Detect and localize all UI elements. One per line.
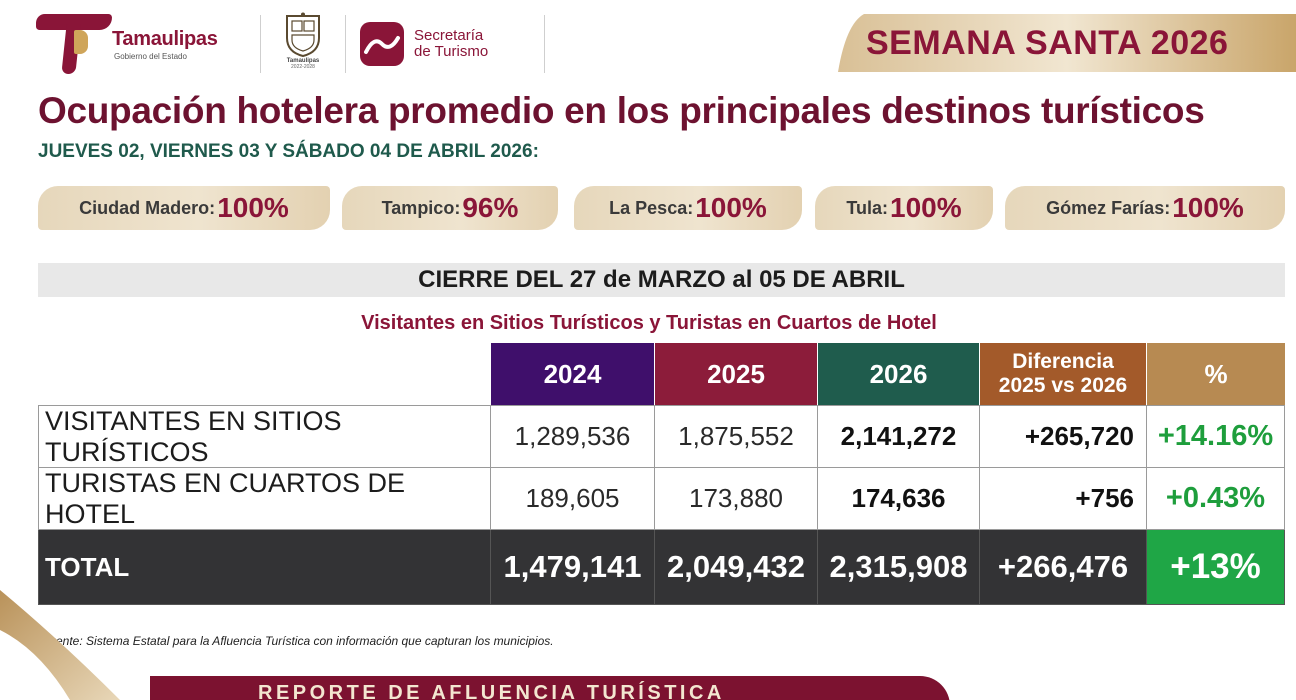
cell-turistas-2025: 173,880	[655, 468, 818, 530]
row-label-turistas: TURISTAS EN CUARTOS DE HOTEL	[38, 468, 491, 530]
brand-subtitle: Gobierno del Estado	[114, 51, 187, 61]
cell-visitantes-diff: +265,720	[980, 405, 1147, 468]
occupancy-pill-tula: Tula: 100%	[815, 186, 993, 230]
tourism-line-1: Secretaría	[414, 27, 484, 44]
tamaulipas-logo: Tamaulipas Gobierno del Estado	[36, 12, 246, 76]
cell-total-2026: 2,315,908	[818, 530, 980, 605]
cell-total-2024: 1,479,141	[491, 530, 655, 605]
source-note: Fuente: Sistema Estatal para la Afluenci…	[42, 634, 554, 648]
page-subtitle: JUEVES 02, VIERNES 03 Y SÁBADO 04 DE ABR…	[38, 141, 539, 162]
logo-divider	[345, 15, 346, 73]
brand-name: Tamaulipas	[112, 27, 218, 50]
seal-years: 2022-2028	[291, 64, 315, 70]
occupancy-value: 96%	[462, 192, 519, 223]
cell-visitantes-pct: +14.16%	[1147, 405, 1285, 468]
state-seal: Tamaulipas 2022-2028	[275, 12, 331, 76]
banner-text: SEMANA SANTA 2026	[866, 24, 1229, 62]
cell-visitantes-2024: 1,289,536	[491, 405, 655, 468]
secretaria-turismo-logo: Secretaría de Turismo	[360, 22, 530, 66]
cell-turistas-pct: +0.43%	[1147, 468, 1285, 530]
cell-turistas-2026: 174,636	[818, 468, 980, 530]
coat-of-arms-icon	[286, 12, 320, 58]
occupancy-destination: Tula:	[846, 197, 889, 218]
header-difference-line1: Diferencia	[1012, 350, 1114, 373]
banner-shape	[838, 14, 1296, 72]
occupancy-value: 100%	[890, 192, 962, 223]
occupancy-pill-tampico: Tampico: 96%	[342, 186, 558, 230]
decorative-swoosh	[0, 590, 120, 700]
header-logos: Tamaulipas Gobierno del Estado Tamaulipa…	[36, 12, 559, 76]
tamaulipas-t-icon	[36, 12, 112, 76]
header-2024: 2024	[491, 343, 654, 405]
header-2025: 2025	[655, 343, 817, 405]
semana-santa-banner: SEMANA SANTA 2026	[838, 14, 1296, 72]
tourism-line-2: de Turismo	[414, 43, 489, 60]
header-difference-line2: 2025 vs 2026	[998, 374, 1128, 397]
occupancy-pill-la-pesca: La Pesca: 100%	[574, 186, 802, 230]
cell-total-2025: 2,049,432	[655, 530, 818, 605]
closing-period-text: CIERRE DEL 27 de MARZO al 05 DE ABRIL	[418, 266, 905, 293]
occupancy-pill-ciudad-madero: Ciudad Madero: 100%	[38, 186, 330, 230]
cell-total-diff: +266,476	[980, 530, 1147, 605]
occupancy-value: 100%	[695, 192, 767, 223]
page-title: Ocupación hotelera promedio en los princ…	[38, 90, 1205, 131]
footer-band-text: REPORTE DE AFLUENCIA TURÍSTICA	[258, 682, 725, 700]
occupancy-destination: Ciudad Madero:	[79, 197, 216, 218]
header-2026: 2026	[818, 343, 979, 405]
table-caption: Visitantes en Sitios Turísticos y Turist…	[361, 312, 937, 334]
header-percent: %	[1147, 343, 1285, 405]
closing-period-bar: CIERRE DEL 27 de MARZO al 05 DE ABRIL	[38, 263, 1285, 297]
occupancy-value: 100%	[217, 192, 289, 223]
turismo-wave-icon	[360, 22, 404, 66]
occupancy-pill-gomez-farias: Gómez Farías: 100%	[1005, 186, 1285, 230]
cell-visitantes-2025: 1,875,552	[655, 405, 818, 468]
occupancy-destination: Tampico:	[381, 197, 461, 218]
cell-turistas-diff: +756	[980, 468, 1147, 530]
occupancy-destination: Gómez Farías:	[1046, 197, 1171, 218]
occupancy-destination: La Pesca:	[609, 197, 694, 218]
row-label-total: TOTAL	[38, 530, 491, 605]
logo-divider	[544, 15, 545, 73]
occupancy-value: 100%	[1172, 192, 1244, 223]
footer-band: REPORTE DE AFLUENCIA TURÍSTICA	[150, 676, 950, 700]
header-difference: Diferencia 2025 vs 2026	[980, 343, 1146, 405]
cell-visitantes-2026: 2,141,272	[818, 405, 980, 468]
cell-turistas-2024: 189,605	[491, 468, 655, 530]
row-label-visitantes: VISITANTES EN SITIOS TURÍSTICOS	[38, 405, 491, 468]
seal-name: Tamaulipas	[286, 58, 320, 64]
cell-total-pct: +13%	[1147, 530, 1285, 605]
logo-divider	[260, 15, 261, 73]
